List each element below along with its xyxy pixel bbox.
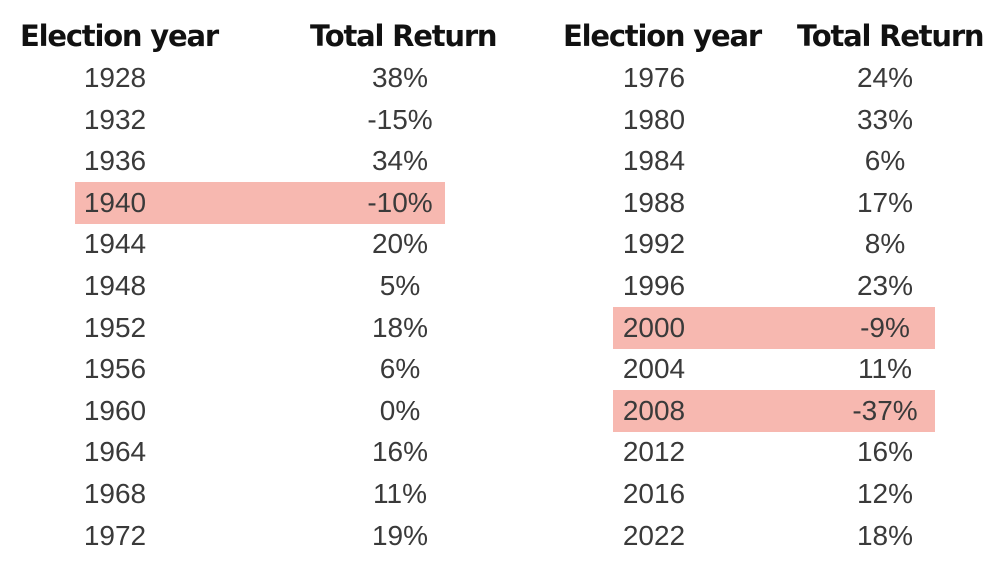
table-row: 1984 6%: [613, 140, 935, 182]
table-row: 1972 19%: [75, 515, 445, 557]
total-return-cell: 6%: [379, 353, 421, 385]
left-header-total-return: Total Return: [310, 19, 498, 53]
total-return-cell: 24%: [856, 62, 914, 93]
election-year-cell: 1932: [83, 103, 147, 135]
table-row: 1936 34%: [75, 140, 445, 182]
total-return-cell: 19%: [371, 519, 429, 551]
election-year-cell: 1968: [83, 478, 147, 509]
total-return-cell: 11%: [858, 353, 912, 385]
table-row: 1956 6%: [75, 348, 445, 390]
total-return-cell: 0%: [379, 394, 421, 426]
table-row: 1948 5%: [75, 265, 445, 307]
right-header-election-year: Election year: [563, 19, 762, 53]
election-year-cell: 1984: [622, 145, 686, 177]
election-year-cell: 1940: [83, 186, 147, 218]
total-return-cell: -15%: [367, 103, 433, 135]
table-row: 2012 16%: [613, 431, 935, 473]
table-row: 1976 24%: [613, 57, 935, 99]
election-year-cell: 1936: [83, 145, 147, 177]
election-year-cell: 1944: [83, 228, 147, 260]
total-return-cell: 20%: [371, 228, 429, 260]
total-return-cell: 5%: [379, 270, 421, 301]
left-header-election-year: Election year: [20, 19, 219, 53]
table-row: 1932 -15%: [75, 99, 445, 141]
table-row: 1944 20%: [75, 223, 445, 265]
total-return-cell: 11%: [373, 478, 427, 509]
highlighted-table-row: 2008 -37%: [613, 389, 935, 432]
total-return-cell: 6%: [864, 145, 906, 177]
election-year-cell: 1972: [83, 519, 147, 551]
election-year-cell: 2012: [622, 436, 686, 468]
election-year-cell: 2008: [622, 394, 686, 426]
election-year-cell: 1948: [83, 270, 147, 301]
total-return-cell: 17%: [856, 186, 914, 218]
election-year-cell: 2000: [622, 311, 686, 343]
table-row: 1960 0%: [75, 390, 445, 432]
election-year-cell: 1928: [83, 62, 147, 93]
total-return-cell: 23%: [856, 270, 914, 301]
election-year-cell: 1952: [83, 311, 147, 343]
total-return-cell: 34%: [371, 145, 429, 177]
total-return-cell: -9%: [860, 311, 910, 343]
total-return-cell: -10%: [367, 186, 433, 218]
table-row: 1980 33%: [613, 99, 935, 141]
table-row: 1928 38%: [75, 57, 445, 99]
election-year-cell: 2022: [622, 519, 686, 551]
election-year-cell: 1960: [83, 394, 147, 426]
table-row: 1968 11%: [75, 473, 445, 515]
election-year-cell: 1976: [622, 62, 686, 93]
table-row: 1988 17%: [613, 182, 935, 224]
election-year-cell: 1956: [83, 353, 147, 385]
total-return-cell: 16%: [856, 436, 914, 468]
total-return-cell: 16%: [371, 436, 429, 468]
highlighted-table-row: 2000 -9%: [613, 306, 935, 349]
table-row: 1964 16%: [75, 431, 445, 473]
table-row: 2004 11%: [613, 348, 935, 390]
table-row: 2016 12%: [613, 473, 935, 515]
election-year-cell: 1992: [622, 228, 686, 260]
total-return-cell: 18%: [371, 311, 429, 343]
total-return-cell: 12%: [856, 478, 914, 509]
table-row: 2022 18%: [613, 515, 935, 557]
total-return-cell: -37%: [852, 394, 918, 426]
total-return-cell: 38%: [371, 62, 429, 93]
table-row: 1992 8%: [613, 223, 935, 265]
election-year-cell: 1996: [622, 270, 686, 301]
table-row: 1952 18%: [75, 307, 445, 349]
election-year-cell: 1964: [83, 436, 147, 468]
right-header-total-return: Total Return: [797, 19, 985, 53]
table-row: 1996 23%: [613, 265, 935, 307]
total-return-cell: 33%: [856, 103, 914, 135]
election-year-cell: 1988: [622, 186, 686, 218]
election-year-cell: 1980: [622, 103, 686, 135]
total-return-cell: 18%: [856, 519, 914, 551]
highlighted-table-row: 1940 -10%: [75, 181, 445, 224]
election-year-cell: 2016: [622, 478, 686, 509]
total-return-cell: 8%: [864, 228, 906, 260]
election-year-cell: 2004: [622, 353, 686, 385]
